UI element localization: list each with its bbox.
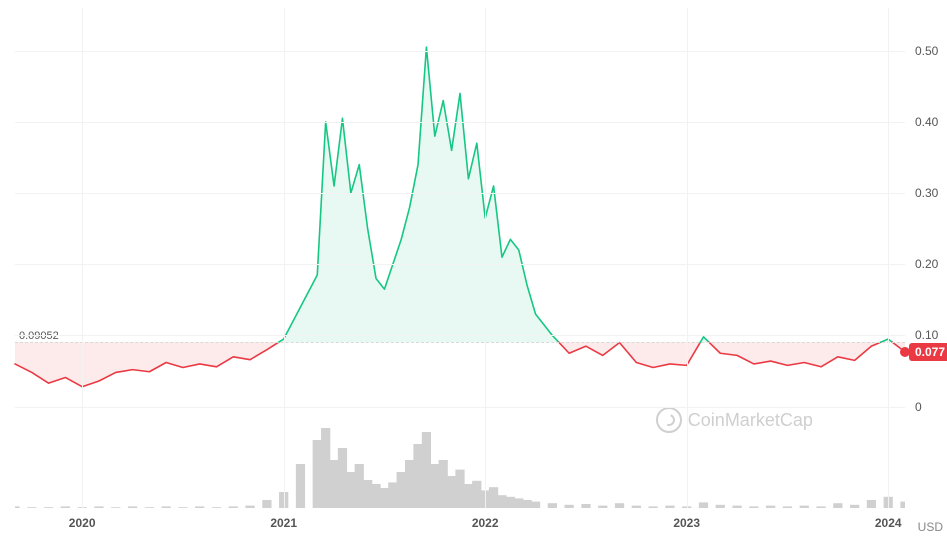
volume-bar xyxy=(816,506,825,508)
gridline-h xyxy=(15,51,905,52)
gridline-v xyxy=(485,8,486,508)
volume-bar xyxy=(346,472,355,508)
last-price-badge: 0.077 xyxy=(909,343,947,361)
volume-bar xyxy=(380,488,389,508)
volume-bar xyxy=(145,507,154,508)
volume-bar xyxy=(262,500,271,508)
volume-bar xyxy=(514,498,523,508)
volume-bar xyxy=(523,500,532,508)
volume-bar xyxy=(245,506,254,508)
gridline-h xyxy=(15,335,905,336)
volume-bar xyxy=(632,506,641,508)
volume-bar xyxy=(615,503,624,508)
coinmarketcap-icon xyxy=(656,407,682,433)
volume-bar xyxy=(178,507,187,508)
volume-bar xyxy=(749,506,758,508)
volume-bar xyxy=(439,460,448,508)
y-tick-label: 0.40 xyxy=(915,115,938,129)
volume-bar xyxy=(455,470,464,508)
volume-bar xyxy=(413,444,422,508)
currency-label: USD xyxy=(918,520,943,534)
volume-bar xyxy=(716,505,725,508)
gridline-v xyxy=(82,8,83,508)
volume-bar xyxy=(321,428,330,508)
x-tick-label: 2022 xyxy=(472,516,499,530)
volume-bar xyxy=(699,502,708,508)
volume-bar xyxy=(800,506,809,508)
y-tick-label: 0.50 xyxy=(915,44,938,58)
volume-bar xyxy=(506,497,515,508)
volume-bar xyxy=(430,464,439,508)
volume-bar xyxy=(489,487,498,508)
volume-bar xyxy=(464,484,473,508)
volume-bar xyxy=(581,504,590,508)
volume-bar xyxy=(212,507,221,508)
volume-bar xyxy=(833,503,842,508)
price-svg xyxy=(15,8,905,428)
x-tick-label: 2023 xyxy=(673,516,700,530)
gridline-h xyxy=(15,407,905,408)
volume-bar xyxy=(162,506,171,508)
price-chart: 0.09052 0.077 CoinMarketCap 00.100.200.3… xyxy=(15,8,905,508)
volume-bar xyxy=(867,500,876,508)
volume-bar xyxy=(548,503,557,508)
y-tick-label: 0.10 xyxy=(915,328,938,342)
volume-bar xyxy=(447,476,456,508)
volume-bar xyxy=(665,506,674,508)
x-tick-label: 2024 xyxy=(875,516,902,530)
volume-bar xyxy=(27,507,36,508)
watermark-text: CoinMarketCap xyxy=(688,410,813,431)
volume-bar xyxy=(371,484,380,508)
reference-line xyxy=(15,342,905,343)
volume-bar xyxy=(397,472,406,508)
volume-bar xyxy=(783,506,792,508)
volume-bar xyxy=(61,506,70,508)
volume-bar xyxy=(766,506,775,508)
volume-bar xyxy=(338,448,347,508)
gridline-h xyxy=(15,193,905,194)
volume-bar xyxy=(44,507,53,508)
volume-bar xyxy=(355,464,364,508)
volume-bar xyxy=(296,464,305,508)
volume-bar xyxy=(363,480,372,508)
volume-bar xyxy=(405,460,414,508)
volume-bar xyxy=(329,460,338,508)
y-tick-label: 0.30 xyxy=(915,186,938,200)
y-tick-label: 0 xyxy=(915,400,922,414)
volume-bar xyxy=(472,481,481,508)
volume-bar xyxy=(94,506,103,508)
gridline-v xyxy=(687,8,688,508)
volume-bar xyxy=(531,502,540,508)
volume-svg xyxy=(15,428,905,508)
gridline-h xyxy=(15,122,905,123)
volume-bar xyxy=(15,506,20,508)
volume-bar xyxy=(422,432,431,508)
volume-bar xyxy=(900,502,905,508)
volume-bar xyxy=(497,495,506,508)
volume-bar xyxy=(598,506,607,508)
volume-bar xyxy=(732,506,741,508)
volume-bar xyxy=(388,482,397,508)
y-tick-label: 0.20 xyxy=(915,257,938,271)
volume-bar xyxy=(195,506,204,508)
x-tick-label: 2021 xyxy=(270,516,297,530)
watermark: CoinMarketCap xyxy=(656,407,813,433)
volume-bar xyxy=(128,506,137,508)
volume-bar xyxy=(313,440,322,508)
volume-bar xyxy=(565,505,574,508)
volume-bar xyxy=(850,505,859,508)
volume-bar xyxy=(229,506,238,508)
volume-bar xyxy=(649,506,658,508)
x-tick-label: 2020 xyxy=(69,516,96,530)
gridline-h xyxy=(15,264,905,265)
price-area-down xyxy=(15,342,279,387)
gridline-v xyxy=(284,8,285,508)
volume-bar xyxy=(111,507,120,508)
gridline-v xyxy=(888,8,889,508)
price-area-up xyxy=(279,47,559,342)
